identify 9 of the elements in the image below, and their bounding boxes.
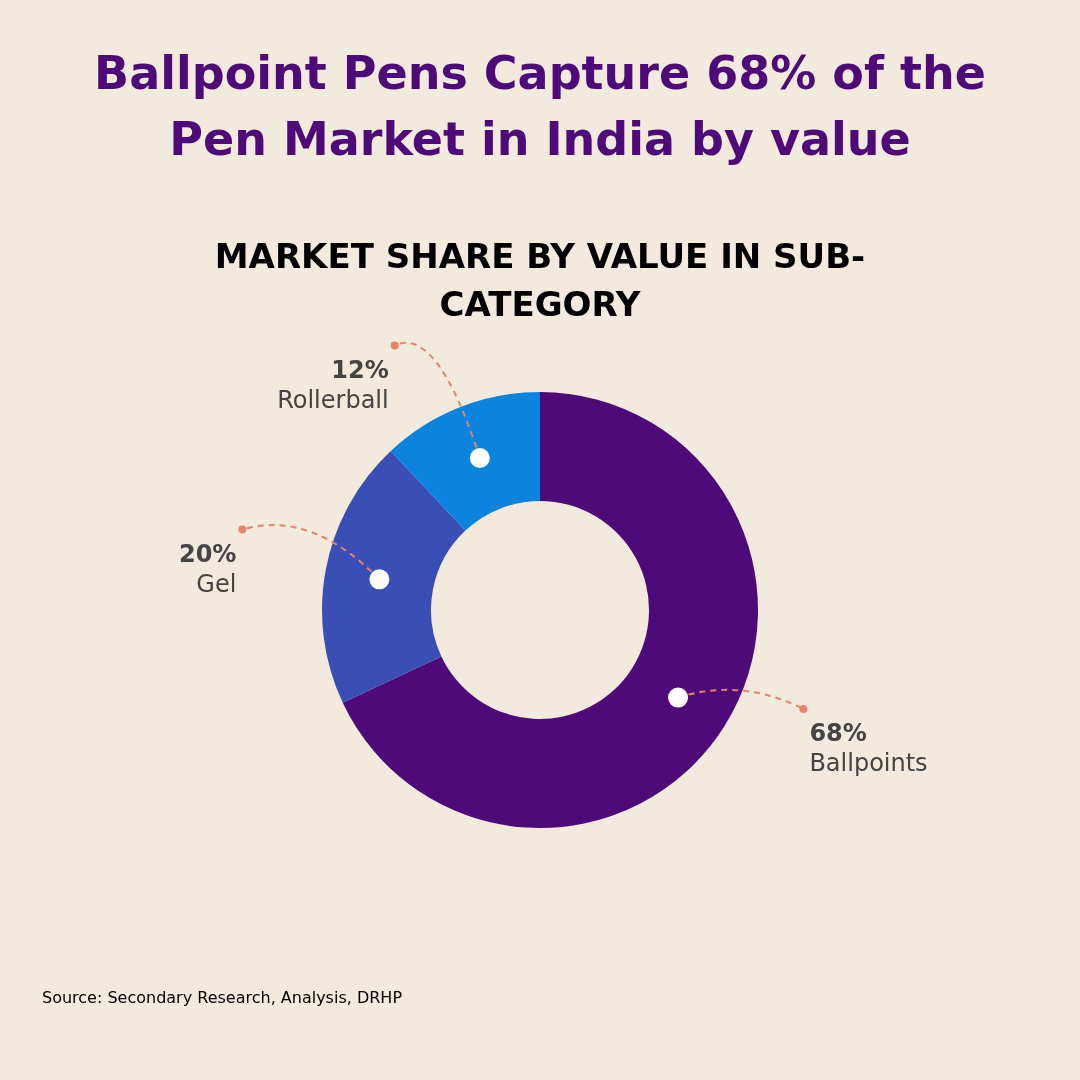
chart-subtitle: MARKET SHARE BY VALUE IN SUB-CATEGORY xyxy=(213,235,867,326)
data-label: 68% xyxy=(809,719,867,748)
slice-label: Gel xyxy=(196,569,237,598)
data-label: 12% xyxy=(331,355,389,384)
data-label: 20% xyxy=(178,539,237,568)
chart-title: Ballpoint Pens Capture 68% of the Pen Market in India by value xyxy=(93,45,987,168)
source-note: Source: Secondary Research, Analysis, DRHP xyxy=(42,988,403,1007)
slice-label: Rollerball xyxy=(277,385,389,414)
slice-label: Ballpoints xyxy=(809,749,928,778)
